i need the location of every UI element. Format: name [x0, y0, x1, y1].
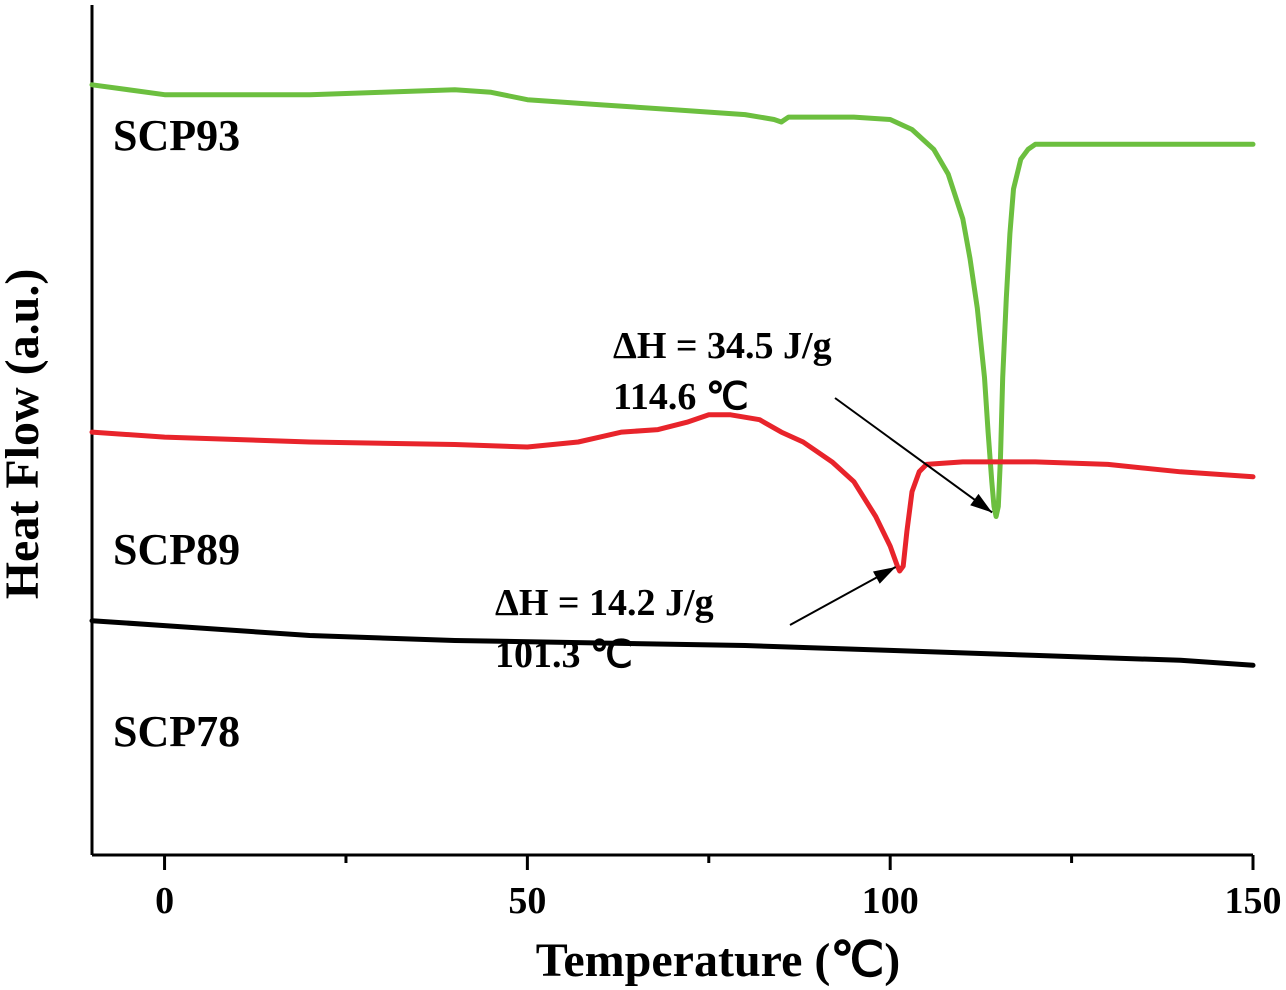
x-tick-label-100: 100	[862, 880, 919, 922]
annotation-enthalpy: ΔH = 34.5 J/g	[613, 325, 832, 367]
x-axis-label: Temperature (℃)	[536, 934, 901, 987]
x-tick-label-0: 0	[155, 880, 174, 922]
annotations: ΔH = 34.5 J/g 114.6 ℃ ΔH = 14.2 J/g 101.3 ℃	[495, 325, 993, 676]
annotation-arrow	[834, 397, 993, 514]
series-label-scp78: SCP78	[113, 707, 240, 756]
arrowhead	[873, 567, 896, 584]
series-label-scp93: SCP93	[113, 111, 240, 160]
curve-scp78	[89, 618, 1256, 668]
x-ticks: 0 50 100 150	[155, 855, 1282, 922]
axes	[90, 5, 1253, 857]
arrowhead	[970, 493, 993, 513]
series-labels: SCP93 SCP89 SCP78	[113, 111, 240, 756]
annotation-peak-temp: 101.3 ℃	[495, 634, 633, 676]
annotation-enthalpy: ΔH = 14.2 J/g	[495, 582, 714, 624]
x-tick-label-150: 150	[1225, 880, 1282, 922]
x-tick-label-50: 50	[508, 880, 546, 922]
curve-scp89	[89, 412, 1256, 574]
y-axis-label: Heat Flow (a.u.)	[0, 269, 49, 600]
curve-scp93	[89, 82, 1256, 519]
annotation-peak-temp: 114.6 ℃	[613, 376, 749, 418]
series-label-scp89: SCP89	[113, 525, 240, 574]
